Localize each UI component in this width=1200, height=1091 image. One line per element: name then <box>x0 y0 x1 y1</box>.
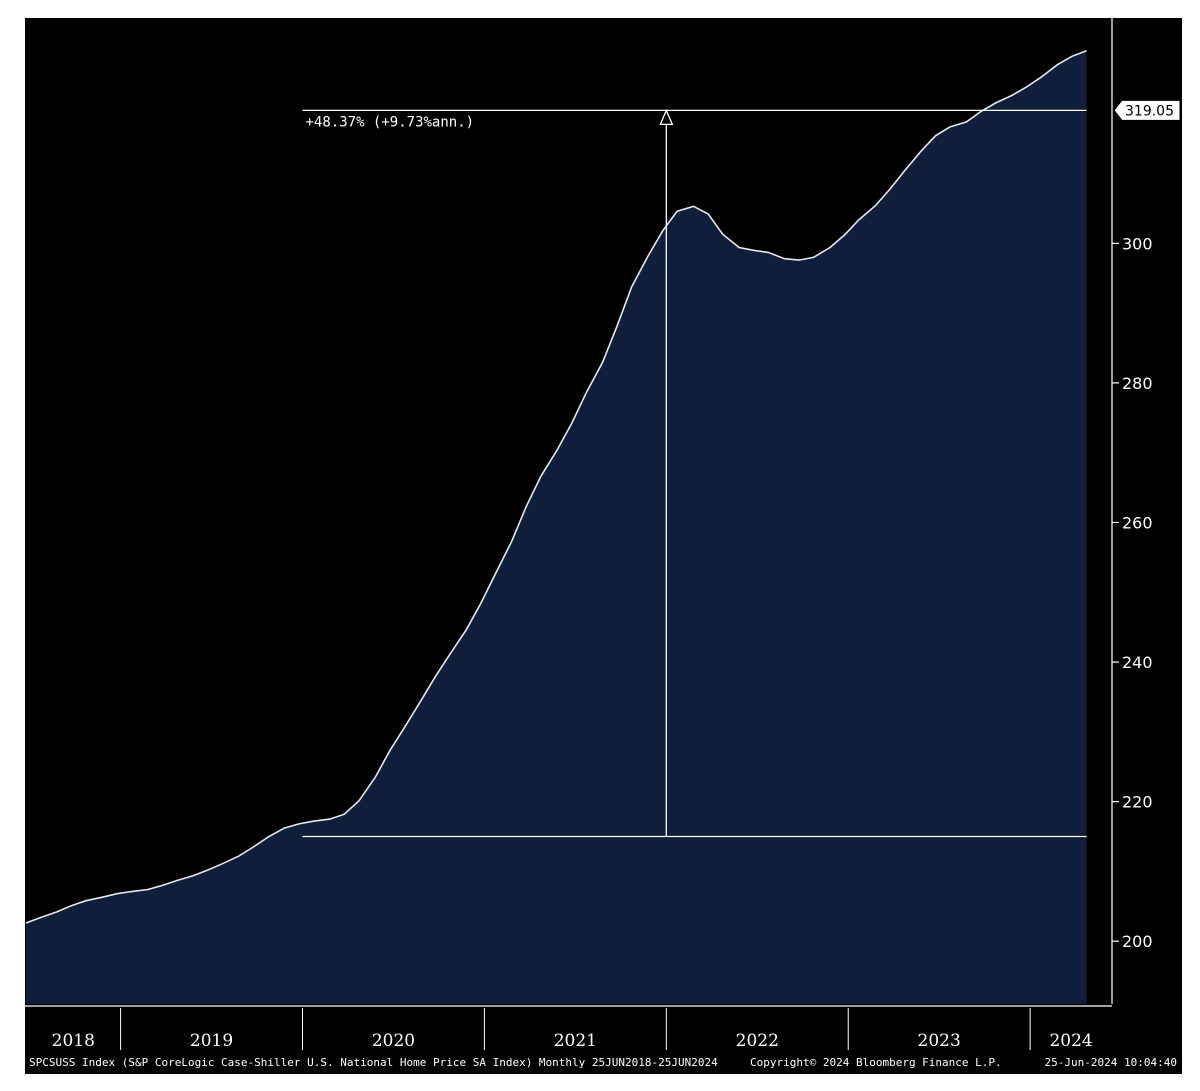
footer-copyright: Copyright© 2024 Bloomberg Finance L.P. <box>750 1056 1002 1069</box>
x-tick-label: 2019 <box>190 1031 233 1051</box>
x-tick-label: 2020 <box>372 1031 415 1051</box>
annotation-arrowhead <box>659 108 674 126</box>
x-tick-label: 2018 <box>52 1031 95 1051</box>
last-value-tag <box>1113 99 1181 121</box>
series-area <box>26 50 1087 1004</box>
x-tick-label: 2022 <box>736 1031 779 1051</box>
x-tick-label: 2021 <box>554 1031 597 1051</box>
footer: SPCSUSS Index (S&P CoreLogic Case-Shille… <box>29 1056 1177 1069</box>
axis-layer: 200 220 240 260 280 300 319.05 2018 2019 2020 2021… <box>25 18 1181 1051</box>
y-tick-label: 300 <box>1122 234 1153 253</box>
x-tick-label: 2023 <box>918 1031 961 1051</box>
footer-timestamp: 25-Jun-2024 10:04:40 <box>1045 1056 1177 1069</box>
y-tick-label: 200 <box>1122 932 1153 951</box>
x-tick-label: 2024 <box>1049 1031 1092 1051</box>
y-tick-label: 220 <box>1122 793 1153 812</box>
y-tick-label: 240 <box>1122 653 1153 672</box>
annotation-label: +48.37% (+9.73%ann.) <box>306 114 475 130</box>
y-tick-label: 280 <box>1122 374 1153 393</box>
last-value-label: 319.05 <box>1125 103 1174 119</box>
footer-description: SPCSUSS Index (S&P CoreLogic Case-Shille… <box>29 1056 718 1069</box>
plot-layer: +48.37% (+9.73%ann.) <box>25 49 1087 1004</box>
series-line <box>25 49 1087 924</box>
y-tick-label: 260 <box>1122 513 1153 532</box>
